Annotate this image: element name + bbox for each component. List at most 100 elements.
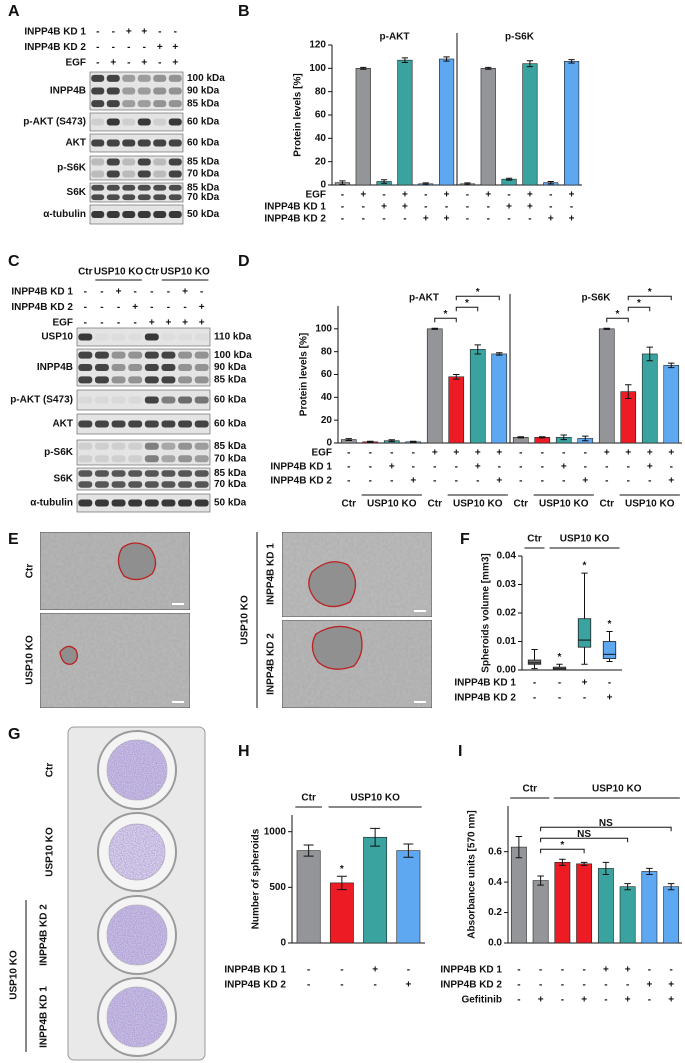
error-bar <box>464 182 471 186</box>
condition-sign: - <box>143 42 146 53</box>
condition-sign: + <box>646 980 652 991</box>
kda-label: 85 kDa <box>214 374 247 385</box>
error-bar <box>537 875 544 886</box>
condition-sign: + <box>444 214 450 225</box>
condition-sign: - <box>455 462 458 473</box>
y-tick-label: 60 <box>321 369 333 380</box>
blot-band <box>111 420 126 428</box>
blot-band <box>194 442 209 450</box>
error-bar <box>339 180 346 185</box>
blot-band <box>168 139 182 147</box>
bar <box>491 353 508 444</box>
condition-sign: - <box>507 190 510 201</box>
condition-sign: + <box>581 995 587 1006</box>
whisker <box>606 631 613 642</box>
group-label: USP10 KO <box>9 950 20 1000</box>
blot-row-name: S6K <box>67 187 87 198</box>
bar <box>563 61 580 186</box>
condition-name: INPP4B KD 1 <box>224 965 286 976</box>
condition-sign: - <box>382 214 385 225</box>
blot-band <box>91 170 105 178</box>
blot-band <box>111 364 126 371</box>
condition-name: EGF <box>65 58 86 69</box>
blot-band <box>78 470 93 477</box>
condition-sign: + <box>668 476 674 487</box>
bar <box>641 871 658 944</box>
box <box>602 641 617 660</box>
condition-sign: - <box>424 202 427 213</box>
image-label: USP10 KO <box>25 635 36 685</box>
condition-sign: - <box>570 202 573 213</box>
condition-sign: + <box>410 476 416 487</box>
condition-sign: - <box>403 214 406 225</box>
condition-sign: - <box>626 980 629 991</box>
condition-sign: + <box>141 58 147 69</box>
y-axis-label: Protein levels [%] <box>299 333 310 416</box>
blot-band <box>195 334 209 341</box>
condition-sign: + <box>116 287 122 298</box>
condition-sign: - <box>134 287 137 298</box>
condition-sign: + <box>548 214 554 225</box>
condition-name: INPP4B KD 2 <box>24 42 86 53</box>
condition-sign: - <box>539 965 542 976</box>
blot-band <box>137 158 151 166</box>
box <box>527 659 542 665</box>
blot-band <box>137 100 151 108</box>
blot-band <box>137 194 151 201</box>
condition-sign: - <box>158 27 161 38</box>
condition-sign: + <box>647 462 653 473</box>
blot-band <box>137 139 151 147</box>
condition-sign: - <box>517 965 520 976</box>
y-tick-label: 100 <box>309 63 326 74</box>
condition-sign: - <box>433 476 436 487</box>
condition-sign: - <box>134 318 137 329</box>
blot-band <box>161 351 176 359</box>
error-bar <box>485 66 492 70</box>
blot-band <box>161 396 176 404</box>
error-bar <box>303 844 314 857</box>
error-bar <box>367 440 374 443</box>
condition-name: INPP4B KD 2 <box>440 980 502 991</box>
y-tick-label: 0 <box>320 180 326 191</box>
condition-sign: - <box>96 27 99 38</box>
condition-sign: - <box>390 476 393 487</box>
blot-band <box>94 396 109 404</box>
blot-band <box>94 470 109 477</box>
condition-sign: + <box>423 214 429 225</box>
condition-sign: - <box>424 190 427 201</box>
condition-sign: - <box>84 287 87 298</box>
condition-sign: - <box>487 214 490 225</box>
blot-band <box>161 481 176 488</box>
blot-band <box>137 87 151 95</box>
error-bar <box>336 875 347 891</box>
blot-band <box>91 100 105 108</box>
blot-band <box>168 74 182 82</box>
bar <box>469 349 486 444</box>
condition-sign: + <box>604 448 610 459</box>
condition-name: Gefitinib <box>461 995 502 1006</box>
condition-sign: - <box>507 214 510 225</box>
kda-label: 60 kDa <box>187 138 220 149</box>
condition-sign: - <box>200 287 203 298</box>
blot-band <box>106 139 120 147</box>
blot-band <box>194 470 209 477</box>
condition-sign: - <box>369 476 372 487</box>
blot-band <box>178 351 193 359</box>
blot-band <box>106 158 120 166</box>
condition-sign: + <box>668 995 674 1006</box>
blot-band <box>94 481 109 488</box>
colony-dots <box>108 823 166 881</box>
y-tick-label: 0.0 <box>488 938 502 949</box>
condition-sign: - <box>84 302 87 313</box>
kda-label: 70 kDa <box>187 192 220 203</box>
blot-band <box>78 364 93 371</box>
bar <box>363 836 388 944</box>
plate-image: G Ctr USP10 KO USP10 KO INPP4B KD 2 INPP… <box>8 726 206 1061</box>
condition-sign: - <box>100 302 103 313</box>
condition-name: INPP4B KD 1 <box>264 202 326 213</box>
condition-sign: + <box>444 190 450 201</box>
blot-band <box>144 396 159 404</box>
condition-sign: - <box>96 42 99 53</box>
significance-bracket <box>455 306 479 312</box>
